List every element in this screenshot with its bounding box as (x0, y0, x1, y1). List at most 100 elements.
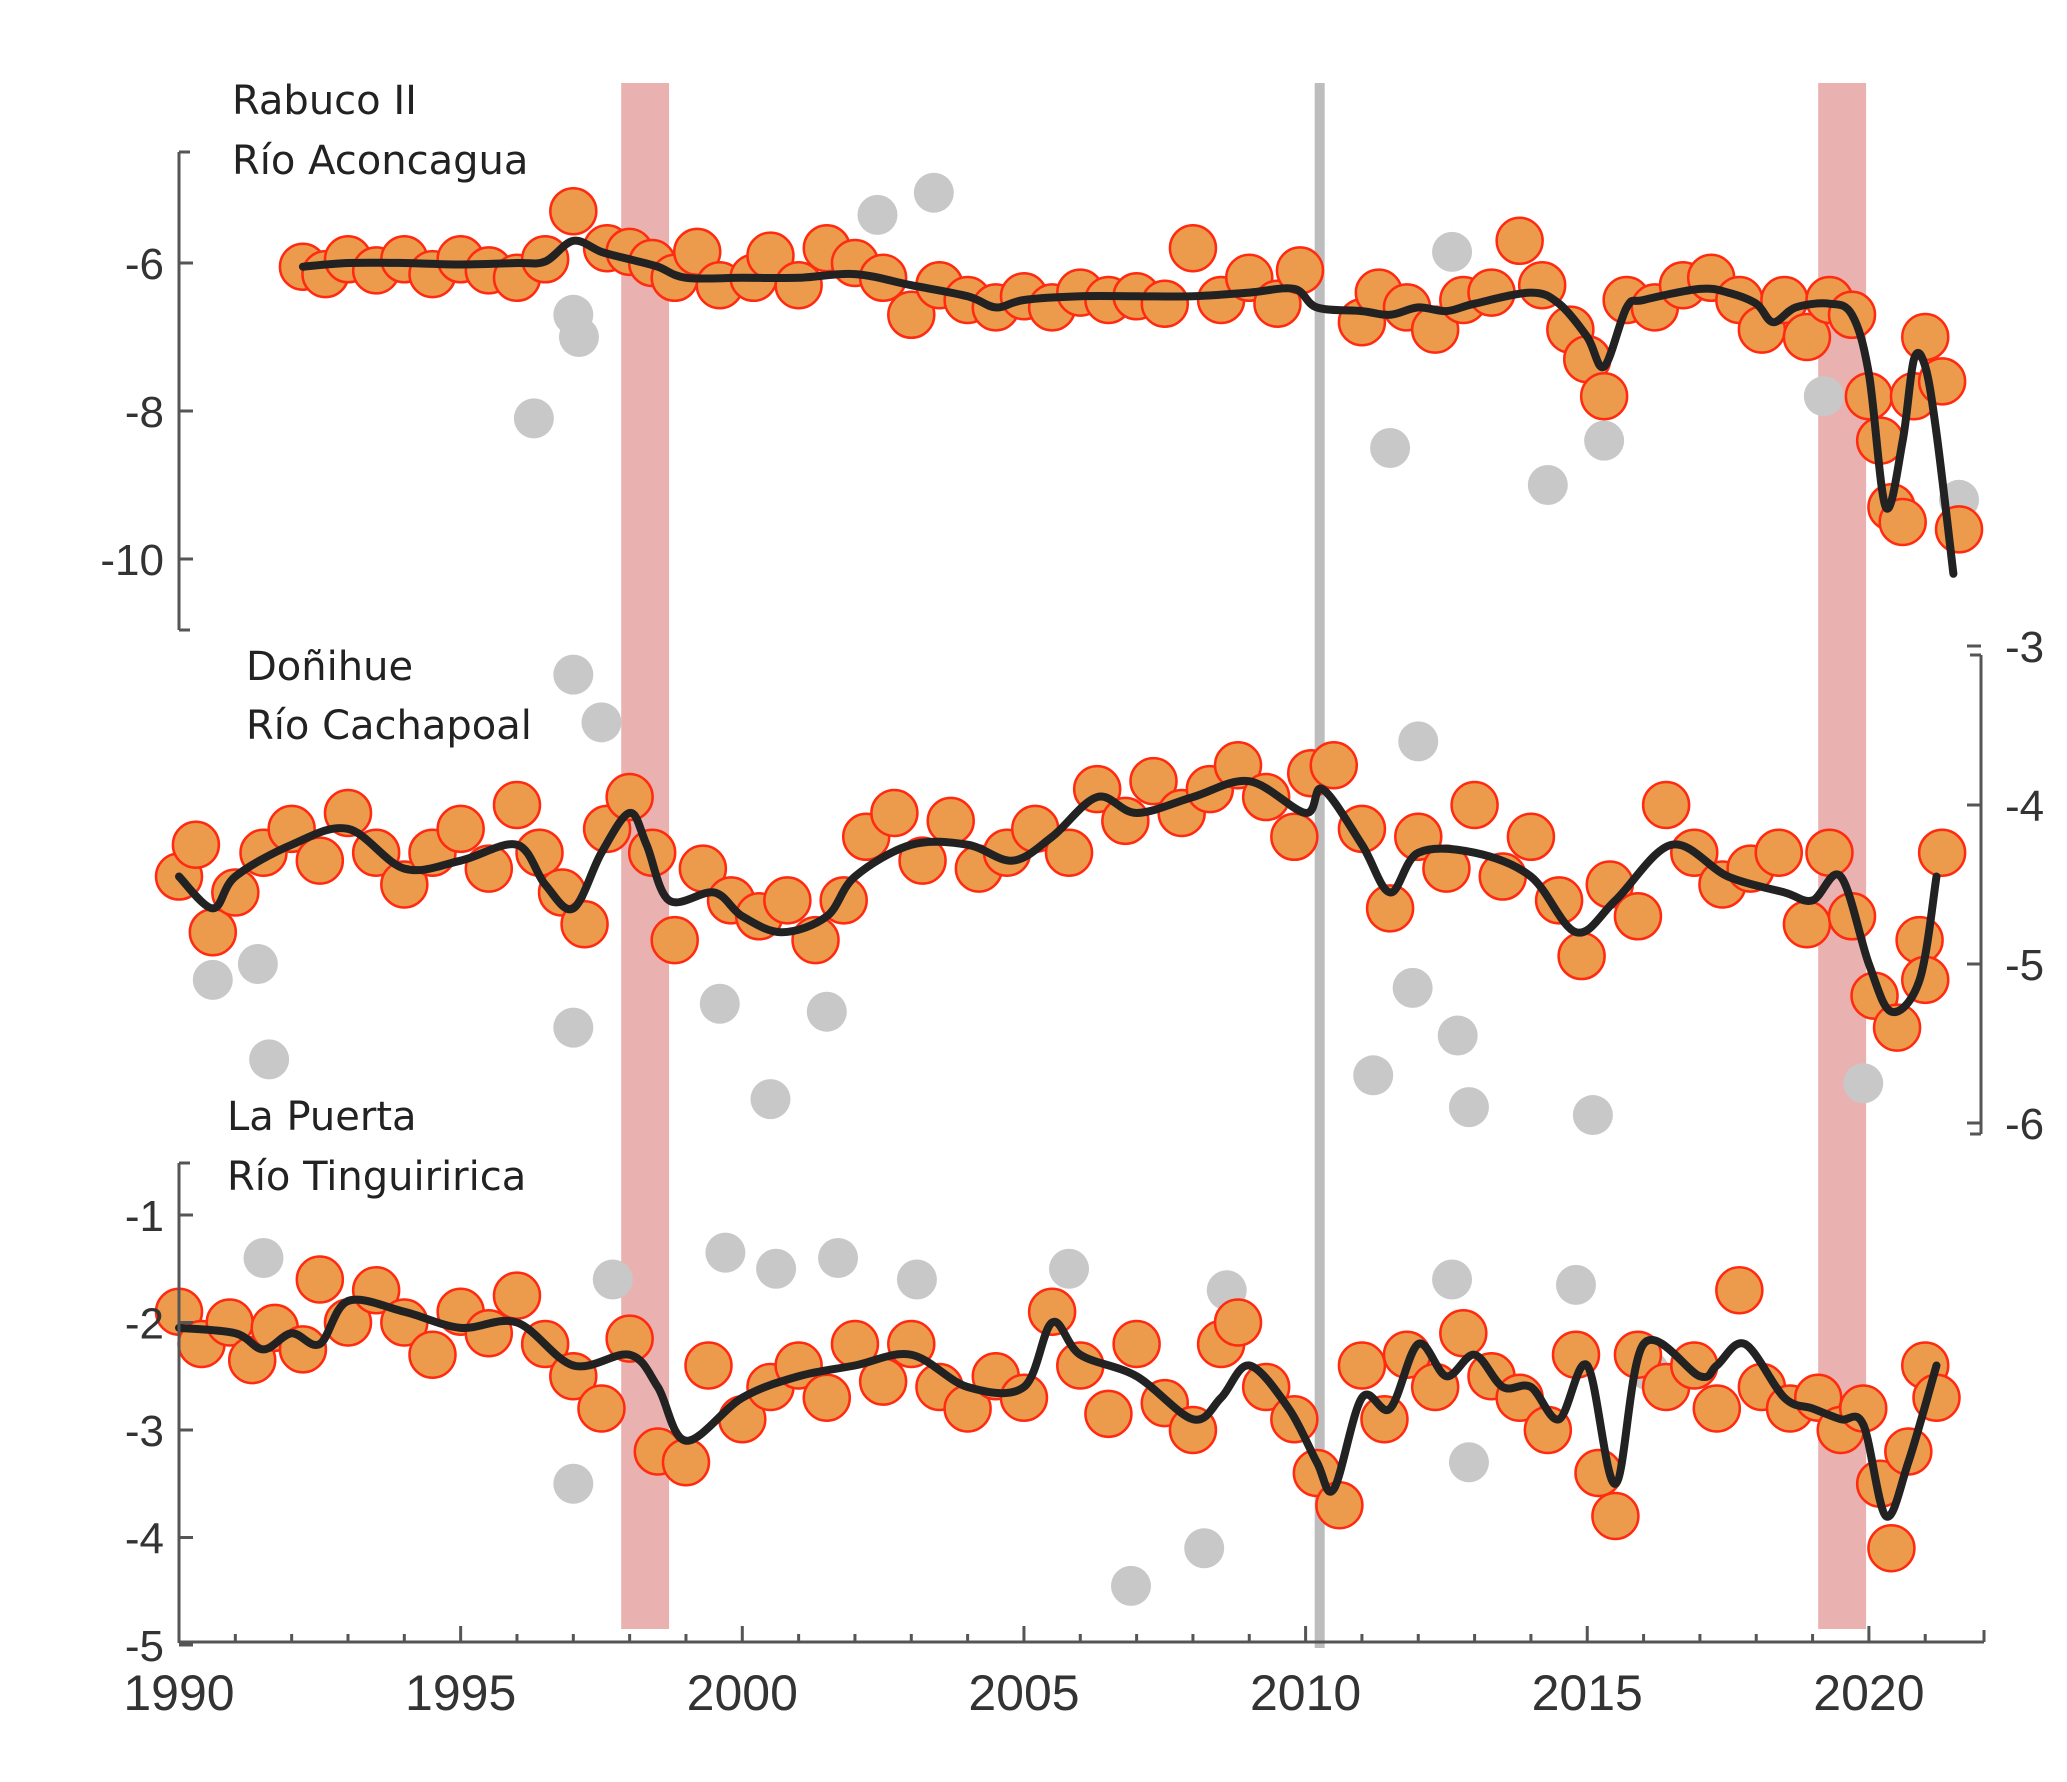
sample-point (188, 907, 238, 957)
outlier-point (818, 1238, 859, 1278)
panel-3-title-line2: Río Tinguiririca (227, 1154, 526, 1200)
sample-point (1641, 780, 1691, 830)
outlier-point (1448, 1442, 1489, 1483)
sample-point (1805, 828, 1854, 877)
outlier-point (913, 172, 954, 213)
sample-point (1112, 1319, 1161, 1369)
smooth-line-panel-1 (298, 236, 1958, 578)
sample-point (1213, 1298, 1263, 1347)
outlier-point (1448, 1087, 1489, 1128)
y-tick-label: -1 (125, 1192, 164, 1241)
sample-point (295, 1255, 345, 1304)
outlier-point (699, 983, 740, 1024)
vertical-reference-line (1314, 83, 1325, 1648)
outlier-point (1584, 420, 1625, 461)
x-tick-label: 2015 (1532, 1665, 1643, 1721)
sample-point (549, 186, 598, 236)
y-tick-label: -6 (125, 240, 164, 289)
sample-point (1715, 1266, 1764, 1315)
outlier-point (1049, 1248, 1090, 1289)
sample-point (1872, 1003, 1922, 1052)
sample-point (1579, 371, 1629, 421)
outlier-point (1398, 721, 1439, 762)
sample-point (1613, 892, 1663, 941)
outlier-point (1843, 1063, 1884, 1104)
outlier-point (1803, 376, 1844, 417)
sample-point (1506, 812, 1556, 862)
outlier-point (249, 1039, 290, 1080)
sample-point (684, 1341, 733, 1390)
panel-1-title-line1: Rabuco II (232, 78, 417, 124)
y-tick-label: -5 (125, 1622, 164, 1671)
sample-point (436, 804, 485, 854)
sample-point (1670, 1341, 1719, 1390)
x-tick-label: 1995 (405, 1665, 516, 1721)
smooth-line-panel-2 (175, 776, 1941, 1017)
outlier-point (1110, 1565, 1151, 1606)
x-tick-label: 2020 (1813, 1665, 1924, 1721)
outlier-point (1184, 1528, 1225, 1569)
sample-point (1900, 312, 1950, 362)
sample-points (154, 186, 1984, 1573)
panel-1-title-line2: Río Aconcagua (232, 138, 528, 184)
sample-point (1439, 1309, 1488, 1358)
y-tick-label: -3 (125, 1407, 164, 1456)
sample-point (1140, 279, 1190, 328)
outlier-point (553, 654, 594, 695)
sample-point (1782, 312, 1832, 362)
sample-point (211, 868, 260, 917)
sample-point (492, 780, 542, 830)
sample-point (1574, 1448, 1623, 1498)
y-tick-label: -4 (125, 1515, 164, 1564)
y-tick-label: -3 (2005, 623, 2044, 672)
outlier-point (513, 398, 554, 439)
sample-point (887, 290, 936, 340)
y-tick-label: -5 (2005, 941, 2044, 990)
outlier-point (1392, 967, 1433, 1008)
outlier-point (705, 1232, 746, 1273)
sample-point (1309, 741, 1359, 790)
sample-point (1495, 216, 1544, 266)
outlier-point (857, 194, 898, 235)
sample-point (278, 1325, 328, 1374)
sample-point (1867, 1524, 1916, 1573)
outlier-point (750, 1079, 791, 1120)
sample-point (605, 772, 654, 822)
sample-point (1591, 1491, 1640, 1541)
sample-point (1213, 741, 1263, 790)
sample-point (661, 1438, 711, 1487)
outlier-points (192, 172, 1980, 1606)
y-tick-label: -4 (2005, 782, 2044, 831)
smooth-line-panel-3 (175, 1295, 1941, 1521)
sample-point (1270, 812, 1319, 862)
smoothed-lines (175, 236, 1958, 1521)
x-tick-label: 2000 (687, 1665, 798, 1721)
outlier-point (237, 944, 278, 984)
outlier-point (1437, 1015, 1478, 1056)
sample-point (1360, 1395, 1409, 1444)
sample-point (605, 1314, 654, 1363)
outlier-point (581, 702, 622, 743)
outlier-point (1353, 1055, 1394, 1096)
panel-3-title-line1: La Puerta (227, 1094, 417, 1140)
sample-point (870, 788, 919, 838)
y-tick-label: -2 (125, 1300, 164, 1349)
sample-point (1754, 828, 1804, 877)
panel-2-title-line1: Doñihue (246, 644, 413, 690)
sample-point (763, 876, 812, 925)
outlier-point (1370, 428, 1411, 468)
sample-point (577, 1384, 626, 1433)
outlier-point (806, 991, 847, 1032)
x-tick-label: 1990 (123, 1665, 234, 1721)
y-tick-label: -10 (100, 536, 164, 585)
x-tick-label: 2010 (1250, 1665, 1361, 1721)
sample-point (1129, 756, 1178, 806)
y-tick-label: -8 (125, 388, 164, 437)
sample-point (1917, 828, 1967, 877)
sample-point (1044, 828, 1094, 877)
outlier-point (1432, 231, 1473, 272)
sample-point (1365, 884, 1415, 933)
sample-point (408, 1330, 457, 1379)
sample-point (1027, 1287, 1077, 1336)
